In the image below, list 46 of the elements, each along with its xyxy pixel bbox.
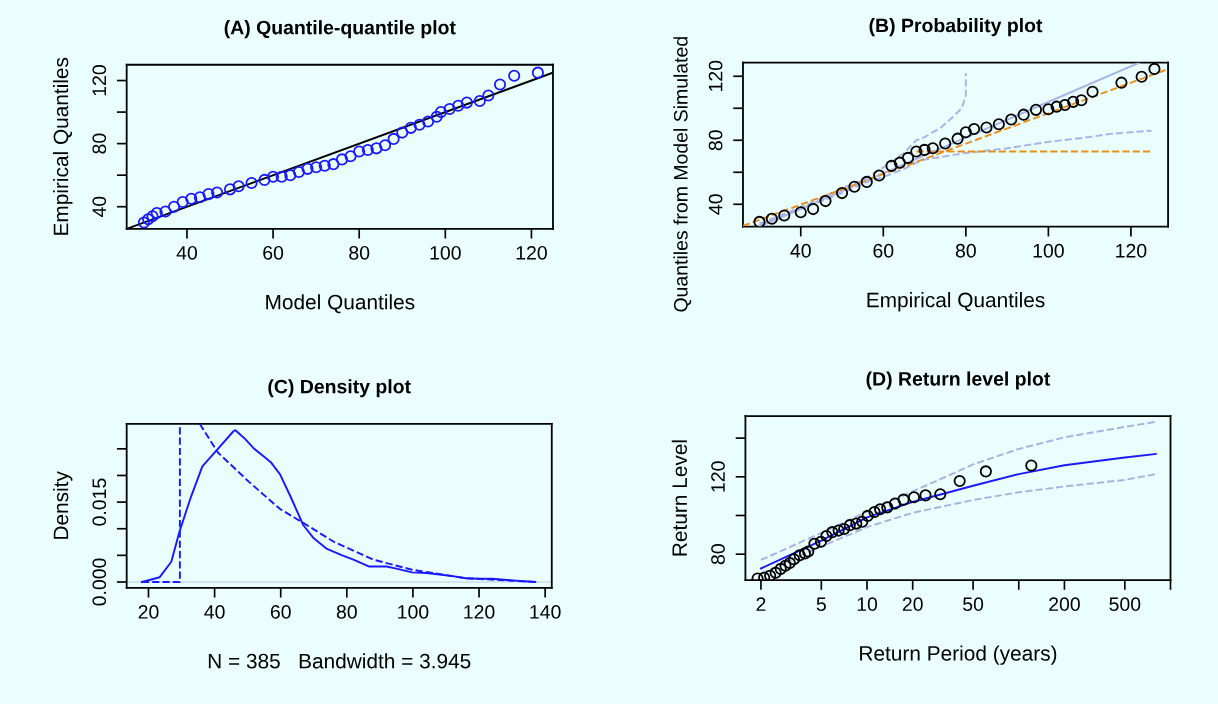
chart-title: (A) Quantile-quantile plot <box>224 20 456 39</box>
y-tick-label: 120 <box>708 60 723 91</box>
y-axis-title: Return Level <box>671 440 688 556</box>
x-axis-title: N = 385 Bandwidth = 3.945 <box>208 653 471 669</box>
x-tick-label: 80 <box>349 245 370 260</box>
x-tick-label: 140 <box>530 605 561 619</box>
x-tick-label: 120 <box>1116 243 1147 258</box>
x-tick-label: 100 <box>1033 243 1064 258</box>
x-tick-label: 40 <box>790 243 811 258</box>
y-tick-label: 40 <box>92 196 107 218</box>
x-tick-label: 10 <box>857 597 878 612</box>
y-tick-label: 0.015 <box>92 478 107 526</box>
y-tick-label: 80 <box>708 130 723 151</box>
x-axis-title: Return Period (years) <box>860 645 1057 665</box>
y-tick-label: 80 <box>711 544 725 565</box>
y-tick-label: 120 <box>92 65 107 96</box>
x-tick-label: 2 <box>756 597 766 611</box>
x-tick-label: 80 <box>336 605 357 619</box>
x-tick-label: 60 <box>873 243 894 258</box>
x-axis-title: Model Quantiles <box>266 294 415 314</box>
x-axis-title: Empirical Quantiles <box>867 292 1045 312</box>
x-tick-label: 60 <box>263 245 284 260</box>
x-tick-label: 40 <box>204 605 225 619</box>
x-tick-label: 100 <box>398 605 429 619</box>
chart-title: (C) Density plot <box>268 379 411 398</box>
x-tick-label: 50 <box>963 597 984 612</box>
chart-title: (B) Probability plot <box>869 18 1043 37</box>
y-axis-title: Density <box>53 471 73 539</box>
x-tick-label: 100 <box>430 245 461 260</box>
y-tick-label: 80 <box>92 133 107 154</box>
x-tick-label: 120 <box>516 245 547 260</box>
y-axis-title: Empirical Quantiles <box>53 57 73 235</box>
x-tick-label: 20 <box>902 597 923 612</box>
x-tick-label: 500 <box>1109 597 1141 612</box>
chart-title: (D) Return level plot <box>866 371 1051 390</box>
x-tick-label: 20 <box>138 605 159 619</box>
y-tick-label: 120 <box>711 461 725 492</box>
x-tick-label: 120 <box>464 605 495 619</box>
y-axis-title: Quantiles from Model Simulated <box>673 37 692 312</box>
x-tick-label: 5 <box>816 597 826 612</box>
x-tick-label: 200 <box>1049 597 1080 612</box>
x-tick-label: 80 <box>955 243 976 258</box>
y-tick-label: 40 <box>708 194 723 215</box>
x-tick-label: 40 <box>176 245 198 260</box>
y-tick-label: 0.000 <box>92 558 107 606</box>
x-tick-label: 60 <box>270 605 291 619</box>
